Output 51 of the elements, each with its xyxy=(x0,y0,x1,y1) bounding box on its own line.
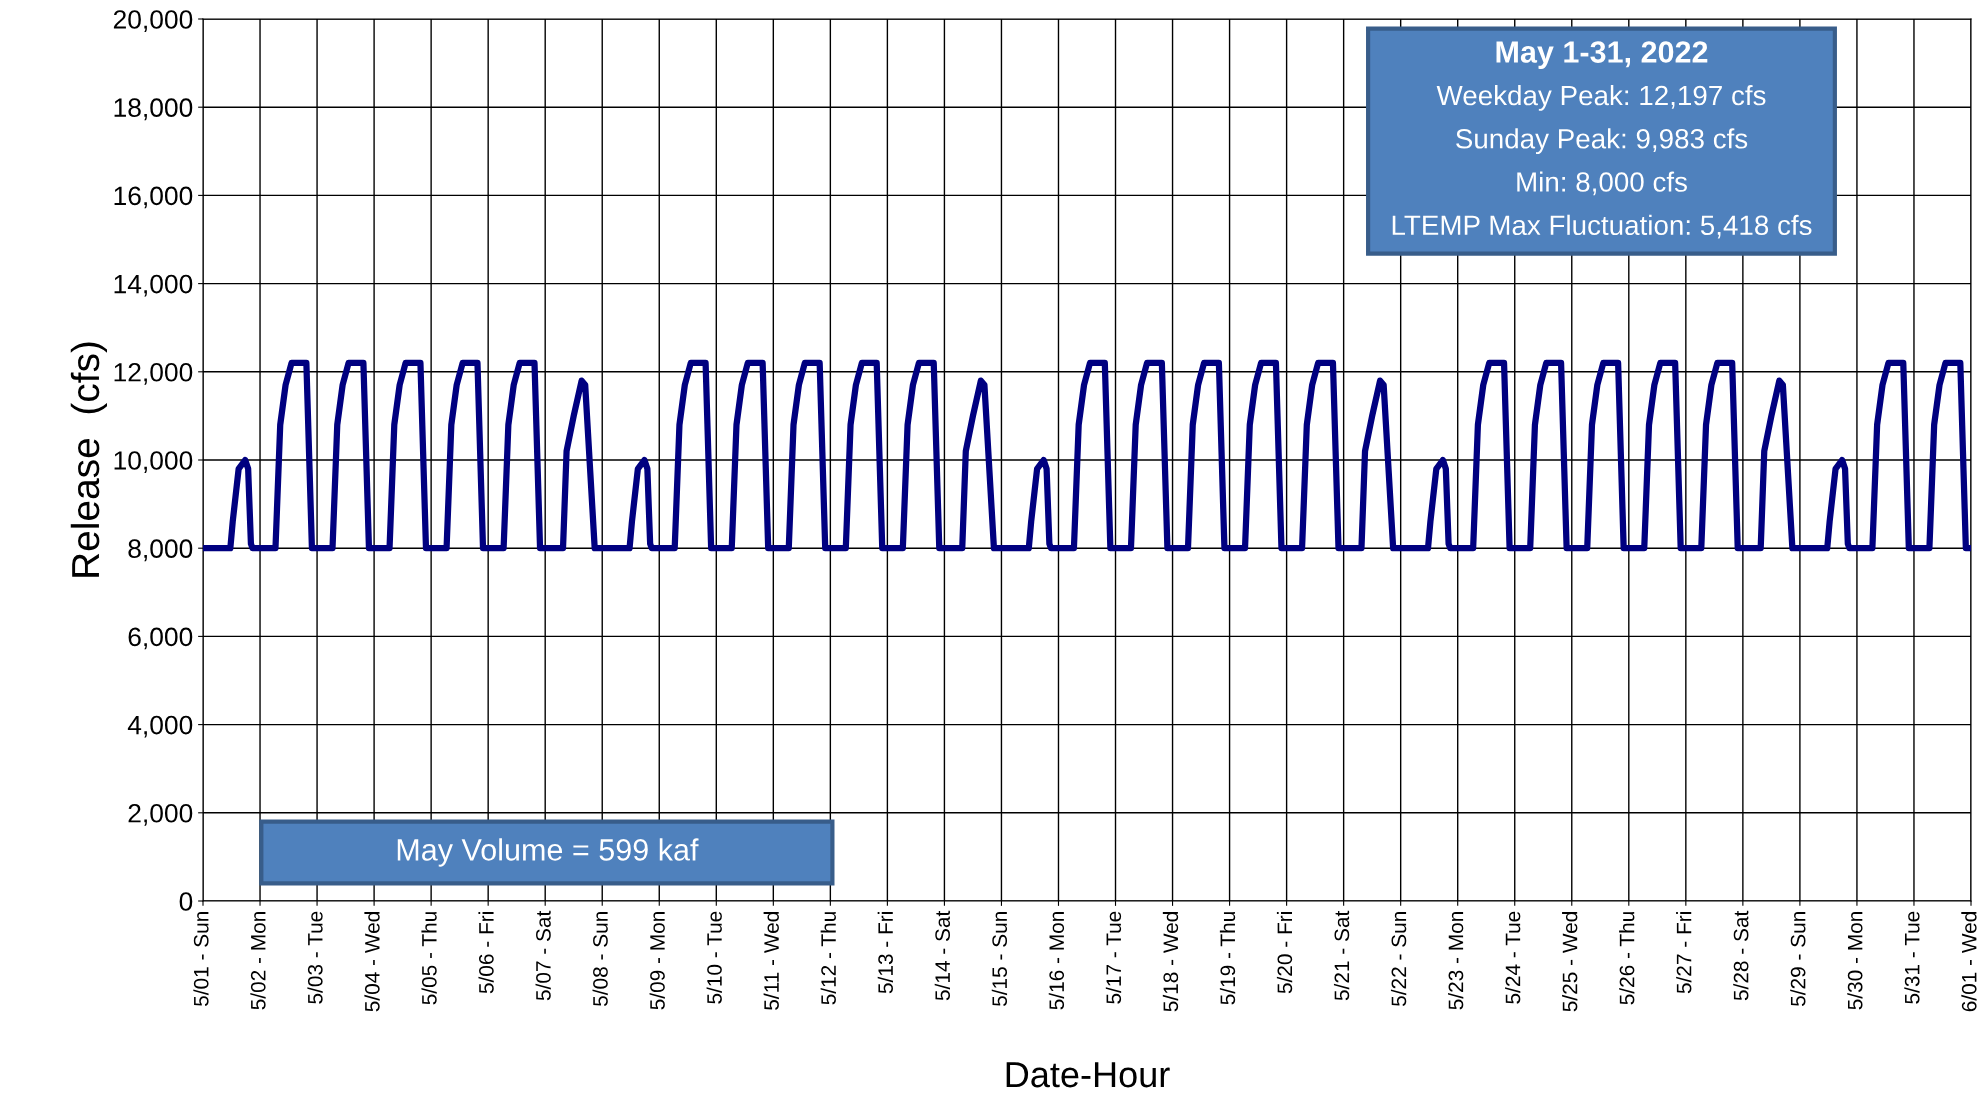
y-tick-label: 6,000 xyxy=(128,627,193,650)
y-tick-label: 20,000 xyxy=(113,10,193,32)
y-tick-label: 14,000 xyxy=(114,274,193,297)
y-tick-label: 8,000 xyxy=(128,539,193,562)
y-axis-title: Release (cfs) xyxy=(70,342,107,577)
y-tick-label: 0 xyxy=(179,892,193,911)
x-tick-label: 5/09 - Mon xyxy=(649,912,665,1010)
y-tick-label: 2,000 xyxy=(128,803,193,826)
x-tick-label: 5/05 - Thu xyxy=(421,912,437,1005)
x-tick-label: 5/25 - Wed xyxy=(1562,912,1578,1012)
x-tick-label: 5/02 - Mon xyxy=(250,912,266,1010)
x-tick-label: 5/20 - Fri xyxy=(1276,912,1293,994)
x-tick-label: 5/10 - Tue xyxy=(706,911,722,1004)
x-tick-label: 5/16 - Mon xyxy=(1048,912,1065,1010)
x-tick-label: 5/23 - Mon xyxy=(1448,912,1464,1010)
x-tick-label: 5/21 - Sat xyxy=(1333,910,1350,1001)
x-tick-label: 5/12 - Thu xyxy=(820,912,836,1005)
x-tick-label: 5/15 - Sun xyxy=(991,912,1008,1007)
x-tick-label: 5/04 - Wed xyxy=(364,912,380,1012)
x-tick-label: 5/07 - Sat xyxy=(535,910,551,1001)
x-tick-label: 6/01 - Wed xyxy=(1961,912,1977,1012)
annotation: May 1-31, 2022 xyxy=(1496,41,1708,69)
y-tick-label: 4,000 xyxy=(127,715,193,738)
x-tick-label: 5/26 - Thu xyxy=(1619,912,1635,1005)
x-tick-label: 5/19 - Thu xyxy=(1219,912,1236,1005)
x-tick-label: 5/06 - Fri xyxy=(478,912,494,994)
annotation: Min: 8,000 cfs xyxy=(1517,171,1687,196)
x-tick-label: 5/01 - Sun xyxy=(193,912,209,1007)
annotation: Sunday Peak: 9,983 cfs xyxy=(1456,128,1748,155)
x-tick-label: 5/29 - Sun xyxy=(1790,912,1806,1007)
y-tick-label: 10,000 xyxy=(114,451,193,473)
x-tick-label: 5/30 - Mon xyxy=(1847,912,1863,1010)
y-tick-label: 12,000 xyxy=(114,362,193,385)
x-tick-label: 5/24 - Tue xyxy=(1505,911,1521,1004)
annotation: LTEMP Max Fluctuation: 5,418 cfs xyxy=(1392,214,1812,239)
annotation: May Volume = 599 kaf xyxy=(397,838,699,867)
x-tick-label: 5/11 - Wed xyxy=(763,912,779,1010)
x-tick-label: 5/03 - Tue xyxy=(307,911,323,1004)
x-tick-label: 5/22 - Sun xyxy=(1390,912,1407,1007)
x-axis-title: Date-Hour xyxy=(1006,1062,1170,1088)
x-tick-label: 5/14 - Sat xyxy=(934,910,951,1001)
x-tick-label: 5/18 - Wed xyxy=(1162,912,1179,1012)
x-tick-label: 5/17 - Tue xyxy=(1105,911,1122,1004)
y-tick-label: 18,000 xyxy=(114,98,193,121)
annotation: Weekday Peak: 12,197 cfs xyxy=(1436,84,1766,111)
x-tick-label: 5/28 - Sat xyxy=(1733,910,1749,1001)
x-tick-label: 5/13 - Fri xyxy=(877,912,893,994)
x-tick-label: 5/27 - Fri xyxy=(1676,912,1692,994)
y-tick-label: 16,000 xyxy=(114,186,193,209)
x-tick-label: 5/08 - Sun xyxy=(592,912,608,1007)
x-tick-label: 5/31 - Tue xyxy=(1904,911,1920,1004)
